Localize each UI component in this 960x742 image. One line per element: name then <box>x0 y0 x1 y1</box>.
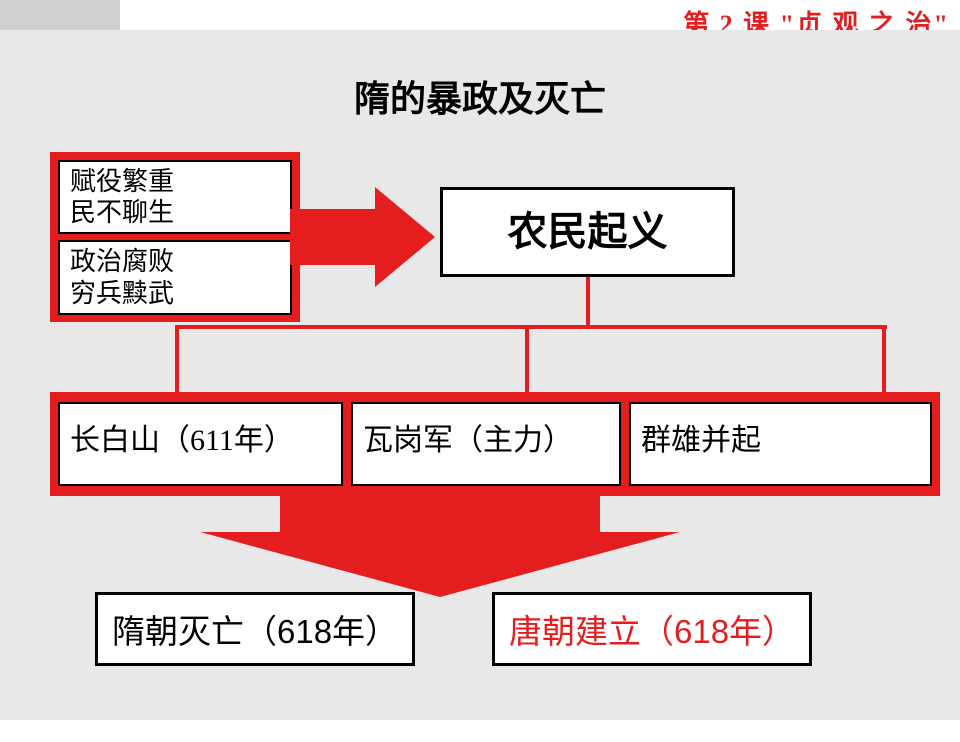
slide-title: 隋的暴政及灭亡 <box>0 70 960 122</box>
connector-drop-2 <box>525 325 529 393</box>
connector-drop-3 <box>882 325 886 393</box>
cause-box-2: 政治腐败 穷兵黩武 <box>58 240 292 314</box>
arrow-down-to-results <box>200 487 680 607</box>
cause1-line1: 赋役繁重 <box>70 166 280 197</box>
causes-block: 赋役繁重 民不聊生 政治腐败 穷兵黩武 <box>50 152 300 322</box>
cause1-line2: 民不聊生 <box>70 197 280 228</box>
uprising-box-1: 长白山（611年） <box>58 402 343 486</box>
center-box-uprising: 农民起义 <box>440 187 735 277</box>
uprisings-band: 长白山（611年） 瓦岗军（主力） 群雄并起 <box>50 392 940 496</box>
connector-drop-1 <box>175 325 179 393</box>
uprising-box-3: 群雄并起 <box>629 402 932 486</box>
connector-vertical-main <box>586 277 590 327</box>
cause2-line2: 穷兵黩武 <box>70 278 280 309</box>
uprising-box-2: 瓦岗军（主力） <box>351 402 621 486</box>
cause-box-1: 赋役繁重 民不聊生 <box>58 160 292 234</box>
result-box-fall: 隋朝灭亡（618年） <box>95 592 415 666</box>
result-box-tang: 唐朝建立（618年） <box>492 592 812 666</box>
header-accent-bar <box>0 0 120 30</box>
slide-body: 隋的暴政及灭亡 赋役繁重 民不聊生 政治腐败 穷兵黩武 农民起义 <box>0 30 960 720</box>
diagram-canvas: 赋役繁重 民不聊生 政治腐败 穷兵黩武 农民起义 长白山（611年） 瓦岗军（主… <box>0 142 960 742</box>
connector-horizontal <box>175 325 887 329</box>
arrow-causes-to-center <box>290 187 440 287</box>
cause2-line1: 政治腐败 <box>70 246 280 277</box>
